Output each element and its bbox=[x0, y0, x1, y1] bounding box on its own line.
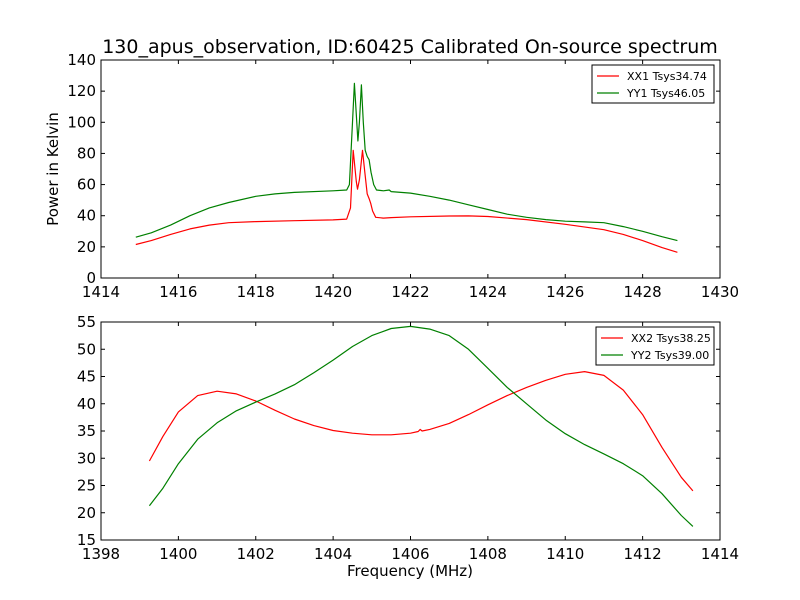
x-tick-label: 1416 bbox=[159, 283, 197, 301]
series-line-xx1 bbox=[135, 149, 678, 253]
x-tick-label: 1406 bbox=[391, 545, 429, 563]
y-tick-label: 100 bbox=[67, 113, 96, 131]
legend-label: XX2 Tsys38.25 bbox=[631, 332, 711, 345]
legend-label: YY2 Tsys39.00 bbox=[630, 349, 709, 362]
x-axis-label: Frequency (MHz) bbox=[347, 562, 473, 580]
x-tick-label: 1412 bbox=[624, 545, 662, 563]
y-tick-label: 40 bbox=[77, 207, 96, 225]
x-tick-label: 1408 bbox=[469, 545, 507, 563]
y-tick-label: 20 bbox=[77, 504, 96, 522]
x-tick-label: 1422 bbox=[391, 283, 429, 301]
y-tick-label: 35 bbox=[77, 422, 96, 440]
y-tick-label: 20 bbox=[77, 238, 96, 256]
x-tick-label: 1430 bbox=[701, 283, 739, 301]
x-tick-label: 1428 bbox=[624, 283, 662, 301]
y-tick-label: 45 bbox=[77, 368, 96, 386]
top-spectrum-plot: 130_apus_observation, ID:60425 Calibrate… bbox=[44, 36, 739, 301]
y-tick-label: 120 bbox=[67, 82, 96, 100]
y-axis-label: Power in Kelvin bbox=[44, 112, 62, 226]
y-tick-label: 60 bbox=[77, 176, 96, 194]
y-tick-label: 80 bbox=[77, 144, 96, 162]
chart-title: 130_apus_observation, ID:60425 Calibrate… bbox=[102, 36, 718, 58]
legend: XX1 Tsys34.74 YY1 Tsys46.05 bbox=[591, 64, 715, 104]
legend-box bbox=[591, 64, 715, 104]
x-tick-label: 1418 bbox=[237, 283, 275, 301]
x-tick-label: 1426 bbox=[546, 283, 584, 301]
bottom-spectrum-plot: 1398 1400 1402 1404 1406 1408 1410 1412 1414 15 20… bbox=[77, 313, 739, 580]
x-tick-label: 1400 bbox=[159, 545, 197, 563]
y-tick-label: 55 bbox=[77, 313, 96, 331]
x-tick-label: 1398 bbox=[82, 545, 120, 563]
x-tick-label: 1414 bbox=[701, 545, 739, 563]
y-tick-label: 140 bbox=[67, 51, 96, 69]
y-tick-label: 0 bbox=[86, 269, 96, 287]
legend: XX2 Tsys38.25 YY2 Tsys39.00 bbox=[595, 326, 715, 366]
x-tick-label: 1424 bbox=[469, 283, 507, 301]
series-line-yy1 bbox=[135, 82, 678, 242]
y-tick-label: 15 bbox=[77, 531, 96, 549]
series-line-xx2 bbox=[148, 371, 694, 492]
y-tick-label: 30 bbox=[77, 449, 96, 467]
y-tick-label: 40 bbox=[77, 395, 96, 413]
y-tick-label: 25 bbox=[77, 477, 96, 495]
series-line-yy2 bbox=[148, 325, 694, 527]
x-tick-label: 1404 bbox=[314, 545, 352, 563]
y-tick-label: 50 bbox=[77, 340, 96, 358]
x-tick-label: 1420 bbox=[314, 283, 352, 301]
legend-label: YY1 Tsys46.05 bbox=[626, 87, 705, 100]
x-tick-label: 1410 bbox=[546, 545, 584, 563]
legend-box bbox=[595, 326, 715, 366]
x-tick-label: 1402 bbox=[237, 545, 275, 563]
legend-label: XX1 Tsys34.74 bbox=[627, 70, 707, 83]
x-tick-label: 1414 bbox=[82, 283, 120, 301]
